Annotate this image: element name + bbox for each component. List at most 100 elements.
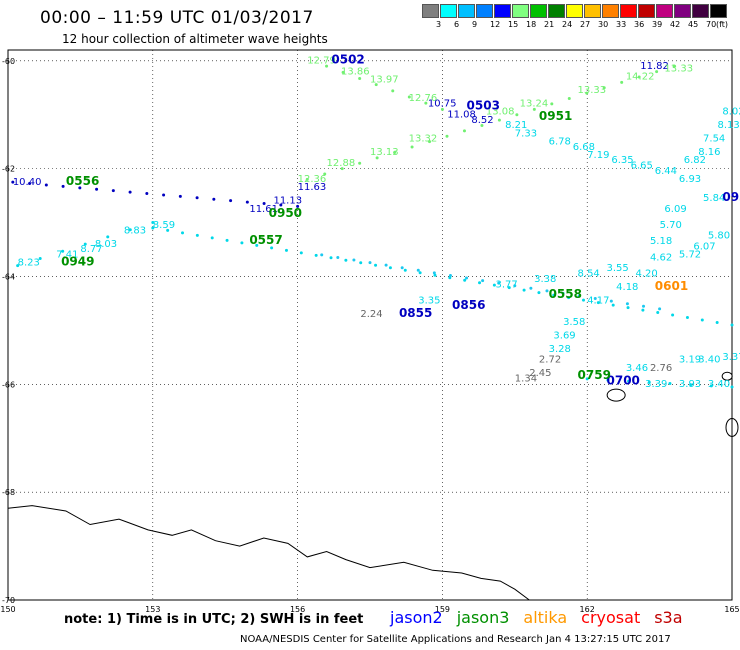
track-point — [344, 258, 348, 262]
track-point — [162, 193, 166, 197]
track-point — [78, 186, 82, 190]
track-point — [668, 382, 672, 386]
colorbar-swatch — [602, 4, 619, 18]
track-point — [145, 192, 149, 196]
track-point — [375, 156, 379, 160]
page-subtitle: 12 hour collection of altimeter wave hei… — [62, 32, 328, 46]
colorbar-swatch — [512, 4, 529, 18]
wave-height-label: 3.19 — [679, 355, 701, 366]
time-label: 0557 — [249, 233, 282, 247]
track-point — [656, 311, 660, 315]
wave-height-label: 8.13 — [718, 120, 740, 131]
track-point — [245, 200, 249, 204]
track-point — [428, 140, 432, 144]
time-label: 0950 — [269, 206, 302, 220]
track-point — [522, 288, 526, 292]
wave-height-label: 3.37 — [722, 352, 740, 363]
colorbar-swatch — [692, 4, 709, 18]
wave-height-label: 13.97 — [370, 74, 399, 85]
colorbar-tick-label: 21 — [544, 20, 555, 29]
track-point — [11, 180, 15, 184]
colorbar-swatch — [530, 4, 547, 18]
track-point — [700, 318, 704, 322]
lon-tick-label: 156 — [290, 605, 305, 614]
wave-height-label: 6.68 — [573, 142, 595, 153]
track-point — [28, 182, 32, 186]
time-label: 0856 — [452, 298, 485, 312]
colorbar-tick-label: 33 — [616, 20, 627, 29]
track-point — [38, 256, 42, 260]
track-point — [393, 150, 397, 154]
track-point — [359, 261, 363, 265]
track-point — [596, 301, 600, 305]
track-point — [448, 276, 452, 280]
track-point — [384, 263, 388, 267]
wave-height-label: 13.13 — [370, 147, 399, 158]
wave-height-label: 8.59 — [153, 220, 175, 231]
track-point — [625, 302, 629, 306]
wave-height-label: 6.09 — [664, 204, 686, 215]
track-point — [550, 102, 554, 106]
lon-tick-label: 165 — [724, 605, 739, 614]
colorbar-tick-label: 24 — [562, 20, 573, 29]
track-point — [240, 241, 244, 245]
track-point — [433, 273, 437, 277]
track-point — [689, 383, 693, 387]
colorbar-swatch — [494, 4, 511, 18]
track-point — [299, 251, 303, 255]
track-point — [672, 64, 676, 68]
track-point — [374, 263, 378, 267]
wave-height-label: 12.76 — [409, 93, 438, 104]
track-point — [195, 233, 199, 237]
colorbar-swatch — [548, 4, 565, 18]
colorbar-swatch — [422, 4, 439, 18]
colorbar-tick-label: 18 — [526, 20, 537, 29]
track-point — [255, 243, 259, 247]
credit-text: NOAA/NESDIS Center for Satellite Applica… — [240, 634, 671, 645]
wave-height-label: 2.24 — [360, 309, 382, 320]
time-label: 0556 — [66, 174, 99, 188]
colorbar-tick-label: 15 — [508, 20, 519, 29]
wave-height-label: 11.63 — [298, 182, 327, 193]
track-point — [730, 323, 734, 327]
track-point — [320, 253, 324, 257]
wave-height-label: 3.35 — [418, 295, 440, 306]
wave-height-label: 8.52 — [471, 115, 493, 126]
track-point — [577, 294, 581, 298]
lon-tick-label: 153 — [145, 605, 160, 614]
track-point — [391, 89, 395, 93]
track-point — [567, 296, 571, 300]
track-point — [225, 238, 229, 242]
track-point — [709, 384, 713, 388]
wave-height-label: 1.34 — [515, 374, 537, 385]
wave-height-label: 13.08 — [486, 107, 515, 118]
wave-height-label: 7.41 — [56, 250, 78, 261]
legend-entry-jason3: jason3 — [456, 608, 510, 627]
time-label: 095 — [722, 190, 740, 204]
track-point — [128, 190, 132, 194]
wave-height-label: 3.93 — [679, 379, 701, 390]
track-point — [465, 276, 469, 280]
track-point — [388, 266, 392, 270]
legend-entry-jason2: jason2 — [390, 608, 443, 627]
colorbar-swatch — [620, 4, 637, 18]
colorbar-tick-label: 70 — [706, 20, 717, 29]
colorbar-tick-label: 9 — [472, 20, 478, 29]
lon-tick-label: 150 — [0, 605, 15, 614]
coastline — [7, 505, 530, 601]
wave-height-label: 13.33 — [664, 64, 693, 75]
track-point — [340, 167, 344, 171]
track-point — [642, 304, 646, 308]
satellite-legend: jason2 jason3 altika cryosat s3a — [390, 608, 697, 627]
island-outline — [725, 417, 739, 437]
wave-height-label: 4.18 — [616, 282, 638, 293]
lat-tick-label: -62 — [2, 165, 15, 174]
track-point — [492, 283, 496, 287]
colorbar-tick-label: 42 — [670, 20, 681, 29]
track-point — [685, 316, 689, 320]
track-point — [400, 266, 404, 270]
lat-tick-label: -64 — [2, 272, 15, 281]
track-point — [658, 307, 662, 311]
track-point — [440, 107, 444, 111]
time-label: 0503 — [467, 98, 500, 112]
